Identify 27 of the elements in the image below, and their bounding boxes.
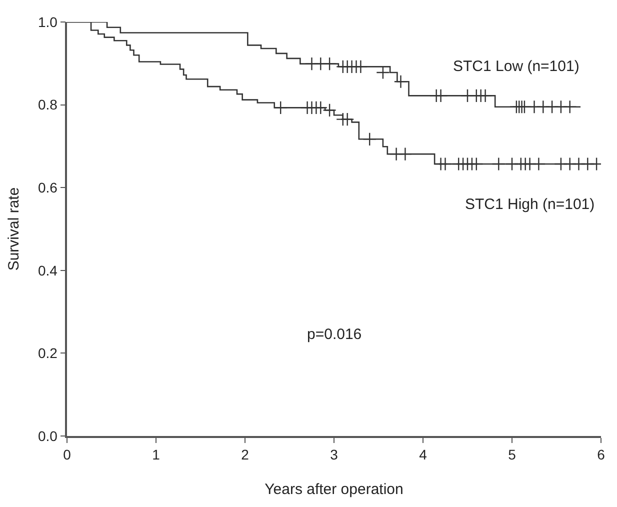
x-tick-label: 3 xyxy=(330,446,338,463)
x-tick-label: 6 xyxy=(597,446,606,463)
point xyxy=(322,56,336,71)
point xyxy=(322,103,336,118)
point xyxy=(394,74,408,89)
series-label: STC1 Low (n=101) xyxy=(453,58,580,75)
point xyxy=(492,157,506,171)
y-tick-label: 0.2 xyxy=(38,345,58,362)
y-tick-label: 1.0 xyxy=(38,14,58,30)
x-tick-label: 5 xyxy=(508,446,516,463)
x-tick-label: 2 xyxy=(241,446,250,463)
x-tick-label: 1 xyxy=(152,446,160,463)
x-tick-label: 4 xyxy=(419,446,428,463)
annotation: p=0.016 xyxy=(307,326,362,343)
point xyxy=(438,157,452,171)
text: STC1 High (n=101) xyxy=(465,196,595,213)
point xyxy=(470,157,484,171)
point xyxy=(376,66,390,80)
point xyxy=(532,157,546,171)
x-tick-label: 0 xyxy=(63,446,72,463)
point xyxy=(340,112,354,126)
y-tick-label: 0.6 xyxy=(38,180,58,196)
y-axis-title: Survival rate xyxy=(6,187,23,271)
y-tick-label: 0.4 xyxy=(38,262,58,278)
y-tick-label: 0.0 xyxy=(38,428,58,444)
y-tick-label: 0.8 xyxy=(38,96,58,113)
x-axis-title: Years after operation xyxy=(264,481,404,498)
